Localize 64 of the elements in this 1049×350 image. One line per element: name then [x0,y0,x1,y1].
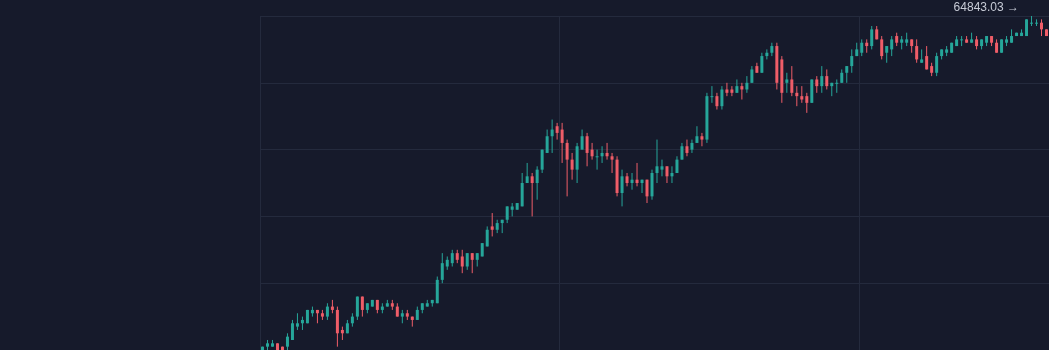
candlestick [690,139,694,154]
candlestick [960,35,964,47]
candlestick [655,139,659,184]
candlestick [530,172,534,217]
candlestick [555,122,559,141]
candlestick [435,276,439,304]
candlestick [935,52,939,77]
candlestick [640,179,644,194]
candlestick [700,132,704,147]
candlestick [440,252,444,284]
candlestick [460,249,464,274]
candlestick [595,149,599,171]
candlestick [570,152,574,181]
candlestick [520,172,524,207]
candlestick [470,252,474,274]
candlestick [580,129,584,151]
candlestick [560,122,564,164]
candlestick [820,65,824,94]
candlestick [545,129,549,154]
candlestick [620,169,624,207]
candlestick [740,82,744,100]
candlestick [770,42,774,57]
candlestick [735,78,739,94]
candlestick [790,65,794,97]
candlestick [575,142,579,184]
candlestick [1030,15,1034,27]
candlestick [890,35,894,57]
candlestick [760,52,764,74]
candlestick [915,38,919,64]
candlestick [605,142,609,161]
candlestick [695,125,699,144]
candlestick [550,119,554,154]
candlestick [685,139,689,157]
candlestick [745,75,749,94]
candlestick [730,85,734,97]
candlestick [660,159,664,177]
candlestick [880,35,884,60]
text: 64843.03 → [953,0,1020,14]
candlestick [565,139,569,197]
candlestick [490,212,494,237]
candlestick [795,85,799,107]
candlestick [805,92,809,114]
candlestick [835,78,839,94]
candlestick [710,85,714,104]
candlestick [635,162,639,187]
candlestick [785,72,789,94]
candlestick [335,306,339,348]
candlestick [590,142,594,161]
candlestick [850,48,854,74]
candlestick [825,68,829,90]
candlestick [670,165,674,184]
candlestick [765,48,769,60]
candlestick [290,319,294,341]
candlestick [610,152,614,174]
candlestick [650,169,654,201]
candlestick [535,165,539,201]
candlestick [720,85,724,111]
candlestick [585,132,589,167]
candlestick [600,145,604,164]
candlestick [625,172,629,187]
candlestick [630,172,634,191]
candlestick [870,25,874,50]
candlestick [810,78,814,104]
candlestick [725,82,729,97]
